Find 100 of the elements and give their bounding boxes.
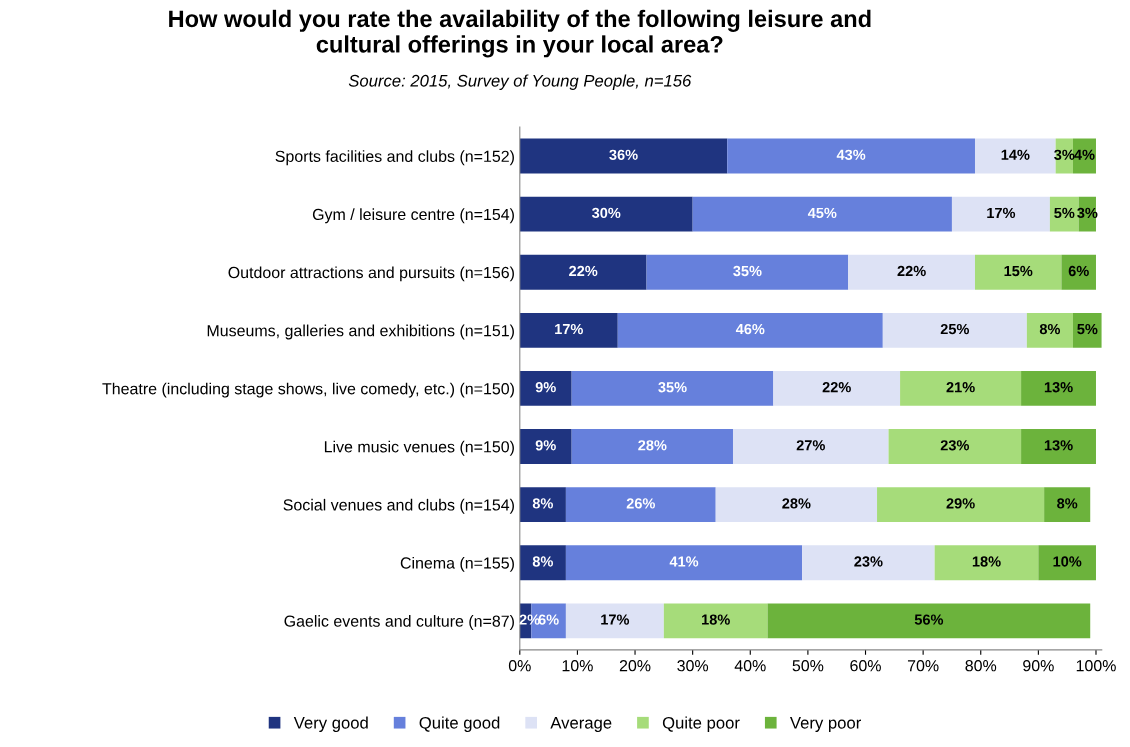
bar [934,545,1039,581]
bar [802,545,935,581]
y-tick-label: Cinema (n=155) [400,556,514,572]
y-tick-label: Live music venues (n=150) [324,440,514,456]
bar [1061,254,1096,290]
data-label: 18% [702,614,730,625]
data-label: 22% [822,382,851,393]
data-label: 17% [987,207,1016,219]
bar [767,603,1091,639]
bar [519,138,728,174]
bar [773,371,901,406]
bar [519,487,566,523]
data-label: 9% [535,382,556,393]
chart-title: How would you rate the availability of the following leisure and cultural offerings in your local area? [169,9,871,58]
y-tick-label: Social venues and clubs (n=154) [283,498,514,514]
data-label: 8% [532,498,553,509]
bar [1026,312,1073,348]
legend-label: Average [550,717,612,732]
x-tick-label: 80% [965,660,997,672]
data-label: 4% [1074,149,1095,160]
bar [617,312,883,348]
x-tick-label: 60% [850,660,881,672]
bar [1021,371,1096,406]
bar [888,429,1022,464]
data-label: 15% [1004,265,1033,277]
data-label: 27% [796,440,825,451]
x-tick-label: 10% [562,660,593,672]
data-label: 35% [658,382,687,393]
chart-subtitle: Source: 2015, Survey of Young People, n=156 [348,74,692,90]
data-label: 28% [782,498,811,509]
y-tick-label: Gaelic events and culture (n=87) [284,615,514,630]
bar [715,487,878,523]
data-label: 5% [1077,323,1098,335]
data-label: 26% [626,498,656,509]
legend-label: Very poor [790,717,861,732]
x-tick-label: 70% [907,660,939,672]
data-label: 17% [555,323,583,335]
y-tick-label: Outdoor attractions and pursuits (n=156) [228,266,514,282]
data-label: 9% [535,440,556,451]
x-tick-label: 90% [1023,660,1054,672]
bar [877,487,1045,523]
bar [565,545,803,581]
data-label: 13% [1044,382,1073,393]
bar [974,138,1056,174]
data-label: 8% [1039,323,1061,335]
data-label: 36% [609,149,638,160]
bar [692,196,952,232]
data-label: 14% [1001,149,1030,160]
data-label: 22% [897,265,926,277]
bar [1049,196,1079,232]
legend-label: Quite good [419,716,500,732]
y-tick-label: Theatre (including stage shows, live comedy, etc.) (n=150) [102,382,514,398]
bar [1021,429,1096,464]
bar [1044,487,1091,523]
x-tick-label: 50% [792,660,824,672]
data-label: 5% [1054,207,1075,219]
data-label: 18% [972,556,1001,567]
bar [848,254,975,290]
data-label: 41% [669,556,699,567]
x-tick-label: 20% [619,660,651,672]
data-label: 29% [946,498,975,509]
bar [565,487,716,523]
data-label: 8% [532,556,553,567]
data-label: 25% [940,323,970,335]
bar [732,429,889,464]
bar [519,254,647,290]
bar [727,138,975,174]
data-label: 6% [538,614,559,625]
data-label: 45% [807,207,837,219]
data-label: 35% [733,265,762,277]
data-label: 22% [569,265,598,277]
bar [882,312,1027,348]
data-label: 43% [836,149,866,160]
x-tick-label: 100% [1076,660,1116,672]
legend-label: Very good [293,716,368,732]
data-label: 56% [914,614,944,625]
y-tick-label: Museums, galleries and exhibitions (n=151) [207,324,514,340]
bar [519,312,618,348]
bar [571,429,733,464]
bar [519,196,693,232]
x-tick-label: 0% [508,660,531,672]
bar [519,429,572,464]
data-label: 2% [519,614,540,625]
data-label: 23% [940,440,970,451]
y-tick-label: Gym / leisure centre (n=154) [312,208,514,224]
data-label: 13% [1044,440,1073,451]
data-label: 21% [946,382,975,393]
bar [571,371,774,406]
bar [1038,545,1096,581]
x-tick-label: 40% [734,660,766,672]
bar [646,254,849,290]
bar [519,545,566,581]
data-label: 8% [1057,498,1078,509]
x-tick-label: 30% [677,660,709,672]
data-label: 30% [591,207,621,219]
bar [951,196,1050,232]
data-label: 28% [638,440,667,451]
bar [900,371,1022,406]
bar [974,254,1062,290]
data-label: 46% [735,323,765,335]
